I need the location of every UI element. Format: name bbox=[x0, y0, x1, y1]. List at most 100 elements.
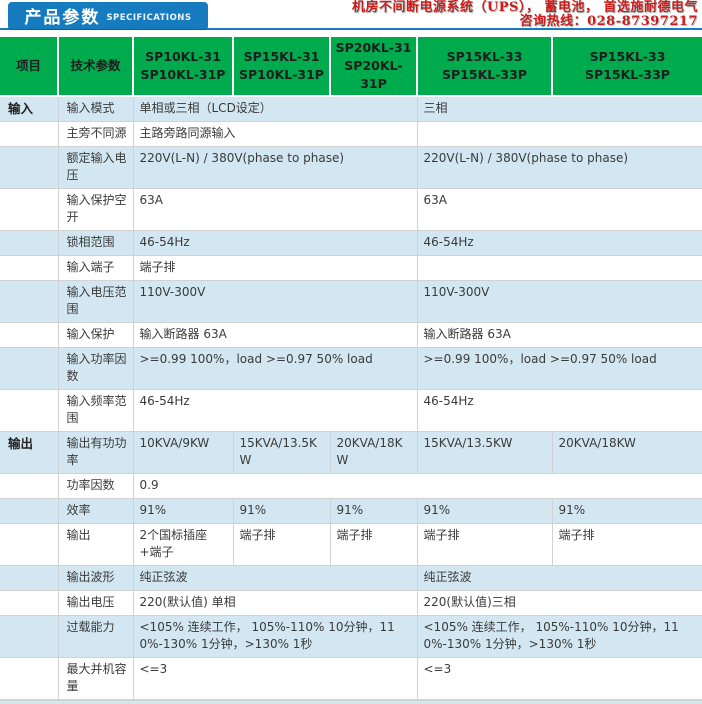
spec-value-cell: <=3 bbox=[132, 657, 418, 700]
spec-value-cell: 15KVA/13.5KW bbox=[232, 431, 331, 474]
model-header: SP15KL-33 SP15KL-33P bbox=[416, 35, 553, 97]
spec-value-cell: 2个国标插座+端子 bbox=[132, 523, 234, 566]
param-label-cell: 输出电压 bbox=[57, 590, 134, 616]
header-rule bbox=[0, 28, 702, 30]
table-row: 主旁不同源 主路旁路同源输入 bbox=[0, 121, 702, 147]
spec-value-cell: <=3 bbox=[416, 657, 702, 700]
spec-table-header: 项目 技术参数 SP10KL-31 SP10KL-31P SP15KL-31 SP10… bbox=[0, 35, 702, 97]
section-cell bbox=[0, 615, 59, 658]
section-cell bbox=[0, 565, 59, 591]
table-row: 过载能力 <105% 连续工作， 105%-110% 10分钟，110%-130%… bbox=[0, 615, 702, 658]
table-row: 输入保护 输入断路器 63A 输入断路器 63A bbox=[0, 322, 702, 348]
spec-value-cell: >=0.99 100%，load >=0.97 50% load bbox=[416, 347, 702, 390]
spec-value-cell: 46-54Hz bbox=[132, 230, 418, 256]
spec-value-cell bbox=[416, 255, 702, 281]
table-row: 功率因数 0.9 bbox=[0, 473, 702, 499]
spec-value-cell: 220V(L-N) / 380V(phase to phase) bbox=[132, 146, 418, 189]
spec-value-cell: 220(默认值) 单相 bbox=[132, 590, 418, 616]
promo-text: 机房不间断电源系统（UPS）， 蓄电池， 首选施耐德电气 咨询热线：028-87… bbox=[352, 1, 698, 29]
section-cell bbox=[0, 230, 59, 256]
table-row: 最大并机容量 <=3 <=3 bbox=[0, 657, 702, 700]
spec-value-cell: 46-54Hz bbox=[416, 230, 702, 256]
section-cell bbox=[0, 146, 59, 189]
param-label-cell: 锁相范围 bbox=[57, 230, 134, 256]
spec-value-cell: 三相 bbox=[416, 95, 702, 122]
param-label-cell: 输入端子 bbox=[57, 255, 134, 281]
spec-value-cell: 10KVA/9KW bbox=[132, 431, 234, 474]
param-label-cell: 最大并机容量 bbox=[57, 657, 134, 700]
spec-value-cell: 91% bbox=[132, 498, 234, 524]
table-row: 额定输入电压 220V(L-N) / 380V(phase to phase) 22… bbox=[0, 146, 702, 189]
model-header-line: SP15KL-31 bbox=[243, 49, 320, 64]
param-label-cell: 过载能力 bbox=[57, 615, 134, 658]
param-label-cell: 输出 bbox=[57, 523, 134, 566]
spec-value-cell: 63A bbox=[132, 188, 418, 231]
spec-value-cell bbox=[416, 121, 702, 147]
table-row: 输出波形 纯正弦波 纯正弦波 bbox=[0, 565, 702, 591]
spec-value-cell: 15KVA/13.5KW bbox=[416, 431, 553, 474]
model-header-line: SP15KL-33 bbox=[446, 49, 523, 64]
table-row: 锁相范围 46-54Hz 46-54Hz bbox=[0, 230, 702, 256]
spec-value-cell: 63A bbox=[416, 188, 702, 231]
spec-value-cell: 110V-300V bbox=[416, 280, 702, 323]
param-label-cell: 输入频率范围 bbox=[57, 389, 134, 432]
spec-value-cell: 220(默认值)三相 bbox=[416, 590, 702, 616]
model-header-line: SP15KL-33 bbox=[589, 49, 666, 64]
promo-line1: 机房不间断电源系统（UPS）， 蓄电池， 首选施耐德电气 bbox=[351, 0, 698, 15]
param-label-cell: 输入模式 bbox=[57, 95, 134, 122]
model-header-line: SP20KL-31 bbox=[335, 40, 412, 55]
spec-value-cell: 纯正弦波 bbox=[132, 565, 418, 591]
spec-value-cell: 91% bbox=[329, 498, 418, 524]
table-row: 输入保护空开 63A 63A bbox=[0, 188, 702, 231]
spec-value-cell: <105% 连续工作， 105%-110% 10分钟，110%-130% 1分钟… bbox=[132, 615, 418, 658]
model-header-line: SP15KL-33P bbox=[585, 67, 670, 82]
section-cell bbox=[0, 255, 59, 281]
spec-value-cell: 91% bbox=[416, 498, 553, 524]
model-header: SP15KL-31 SP10KL-31P bbox=[232, 35, 331, 97]
param-label-cell: 功率因数 bbox=[57, 473, 134, 499]
param-label-cell: 主旁不同源 bbox=[57, 121, 134, 147]
spec-value-cell: >=0.99 100%，load >=0.97 50% load bbox=[132, 347, 418, 390]
section-cell bbox=[0, 121, 59, 147]
model-header-line: SP10KL-31P bbox=[140, 67, 226, 82]
param-label-cell: 输出有功功率 bbox=[57, 431, 134, 474]
partial-next-row-strip bbox=[0, 700, 702, 704]
section-cell bbox=[0, 347, 59, 390]
page-header: 机房不间断电源系统（UPS）， 蓄电池， 首选施耐德电气 咨询热线：028-87… bbox=[0, 0, 702, 35]
param-label-cell: 输出波形 bbox=[57, 565, 134, 591]
section-cell bbox=[0, 389, 59, 432]
spec-value-cell: 端子排 bbox=[232, 523, 331, 566]
section-cell bbox=[0, 523, 59, 566]
table-row: 输出 2个国标插座+端子 端子排 端子排 端子排 端子排 bbox=[0, 523, 702, 566]
spec-value-cell: 91% bbox=[551, 498, 702, 524]
spec-value-cell: 20KVA/18KW bbox=[329, 431, 418, 474]
promo-line2: 咨询热线：028-87397217 bbox=[519, 14, 698, 29]
section-cell: 输出 bbox=[0, 431, 59, 474]
section-cell bbox=[0, 590, 59, 616]
column-header-param: 技术参数 bbox=[57, 35, 134, 97]
spec-value-cell: 单相或三相（LCD设定） bbox=[132, 95, 418, 122]
section-cell bbox=[0, 322, 59, 348]
spec-value-cell: 91% bbox=[232, 498, 331, 524]
column-header-item: 项目 bbox=[0, 35, 59, 97]
spec-value-cell: 0.9 bbox=[132, 473, 702, 499]
model-header-line: SP10KL-31P bbox=[239, 67, 324, 82]
spec-value-cell: 端子排 bbox=[329, 523, 418, 566]
table-row: 输入 输入模式 单相或三相（LCD设定） 三相 bbox=[0, 95, 702, 122]
table-row: 输入端子 端子排 bbox=[0, 255, 702, 281]
param-label-cell: 输入保护 bbox=[57, 322, 134, 348]
model-header-line: SP10KL-31 bbox=[145, 49, 221, 64]
table-row: 输出电压 220(默认值) 单相 220(默认值)三相 bbox=[0, 590, 702, 616]
spec-value-cell: 220V(L-N) / 380V(phase to phase) bbox=[416, 146, 702, 189]
param-label-cell: 输入功率因数 bbox=[57, 347, 134, 390]
model-header-line: SP15KL-33P bbox=[442, 67, 527, 82]
badge-subtitle: SPECIFICATIONS bbox=[106, 12, 192, 23]
section-cell bbox=[0, 498, 59, 524]
table-row: 输入电压范围 110V-300V 110V-300V bbox=[0, 280, 702, 323]
section-cell bbox=[0, 473, 59, 499]
product-params-badge: 产品参数 SPECIFICATIONS bbox=[8, 2, 208, 29]
section-cell bbox=[0, 188, 59, 231]
param-label-cell: 额定输入电压 bbox=[57, 146, 134, 189]
param-label-cell: 效率 bbox=[57, 498, 134, 524]
spec-table: 项目 技术参数 SP10KL-31 SP10KL-31P SP15KL-31 SP10… bbox=[0, 35, 702, 700]
